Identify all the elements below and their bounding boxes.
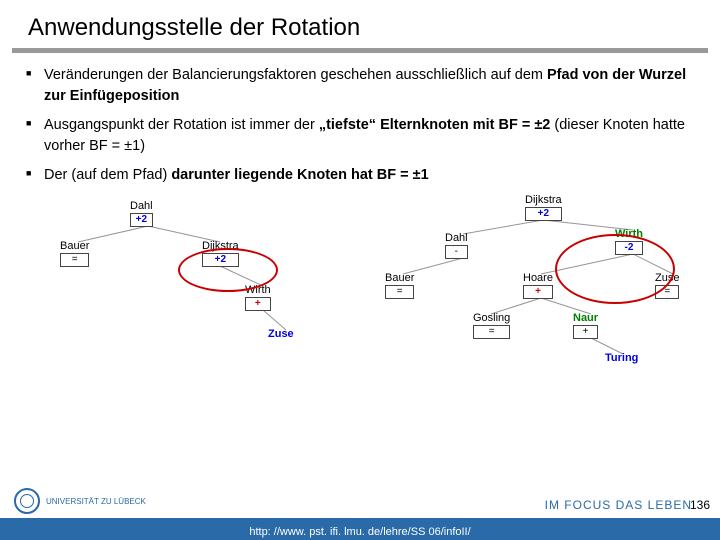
diagram-area: Dahl+2Bauer=Dijkstra+2Wirth+Zuse Dijkstr…: [0, 194, 720, 444]
tree-node-bauer: Bauer=: [60, 240, 89, 267]
tree-node-dijkstra: Dijkstra+2: [202, 240, 239, 267]
page-number: 136: [690, 498, 710, 512]
slide-title: Anwendungsstelle der Rotation: [0, 0, 720, 48]
logo-text: UNIVERSITÄT ZU LÜBECK: [46, 497, 146, 506]
footer-url: http: //www. pst. ifi. lmu. de/lehre/SS …: [249, 526, 470, 538]
tree-node-wirth: Wirth+: [245, 284, 271, 311]
tree-node-zuse: Zuse=: [655, 272, 679, 299]
tree-node-naur: Naur+: [573, 312, 598, 339]
bullet-item: Veränderungen der Balancierungsfaktoren …: [44, 65, 692, 107]
tree-node-bauer: Bauer=: [385, 272, 414, 299]
tree-node-dahl: Dahl-: [445, 232, 468, 259]
tree-node-turing: Turing: [605, 352, 638, 364]
university-logo: UNIVERSITÄT ZU LÜBECK: [14, 488, 146, 514]
right-tree-edges: [0, 194, 720, 454]
left-tree-edges: [0, 194, 720, 454]
tree-node-zuse: Zuse: [268, 328, 294, 340]
footer-bar: http: //www. pst. ifi. lmu. de/lehre/SS …: [0, 518, 720, 540]
logo-seal-icon: [14, 488, 40, 514]
tree-node-hoare: Hoare+: [523, 272, 553, 299]
bullet-list: Veränderungen der Balancierungsfaktoren …: [0, 65, 720, 186]
bullet-item: Ausgangspunkt der Rotation ist immer der…: [44, 115, 692, 157]
tree-node-dahl: Dahl+2: [130, 200, 153, 227]
tree-node-gosling: Gosling=: [473, 312, 510, 339]
footer-motto: IM FOCUS DAS LEBEN: [545, 498, 692, 512]
tree-node-wirth: Wirth-2: [615, 228, 643, 255]
tree-node-dijkstra: Dijkstra+2: [525, 194, 562, 221]
bullet-item: Der (auf dem Pfad) darunter liegende Kno…: [44, 165, 692, 186]
title-divider: [12, 48, 708, 53]
